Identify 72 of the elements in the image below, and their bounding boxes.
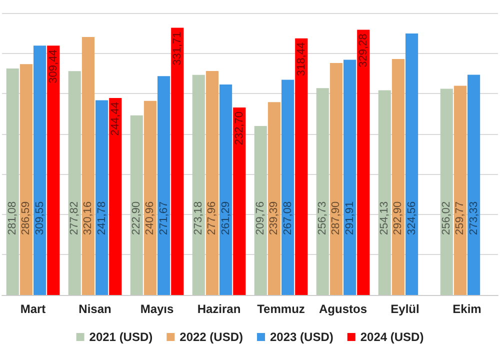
bar [454,86,466,295]
bar [20,64,32,295]
data-label: 309,44 [47,50,60,84]
x-tick-label: Temmuz [257,302,305,316]
bar [392,59,404,295]
bar [130,115,143,295]
bar [468,74,480,295]
bar [220,84,232,295]
data-label: 329,28 [357,34,370,68]
data-label: 277,96 [206,201,218,235]
bar [171,28,184,295]
bar [295,38,308,295]
bar [68,71,81,295]
bar [6,68,19,295]
data-label: 286,59 [20,201,32,235]
data-label: 291,91 [344,201,356,235]
bar [47,46,60,295]
x-tick-label: Agustos [319,302,368,316]
bar [144,100,156,295]
data-label: 273,33 [468,201,480,235]
data-label: 244,44 [109,102,122,136]
bar [109,98,122,295]
data-label: 320,16 [82,201,94,235]
data-label: 209,76 [254,201,267,235]
x-tick-label: Eylül [390,302,420,316]
bar [158,76,170,295]
data-label: 273,18 [192,201,205,235]
bar [330,63,342,295]
data-label: 267,08 [282,201,294,235]
data-label: 222,90 [130,201,143,235]
bar [192,74,205,295]
bar [206,71,218,295]
bar [233,108,246,295]
bar [96,100,108,295]
legend-label: 2024 (USD) [360,330,424,344]
legend-label: 2023 (USD) [270,330,334,344]
x-tick-label: Mayıs [140,302,174,316]
data-label: 271,67 [158,201,170,235]
bar [344,60,356,295]
legend-label: 2022 (USD) [180,330,244,344]
data-label: 254,13 [378,201,391,235]
data-label: 292,90 [392,201,404,235]
data-label: 232,70 [233,112,246,146]
bar [268,102,280,295]
data-label: 241,78 [96,201,108,235]
data-label: 324,56 [406,201,418,235]
data-label: 239,39 [268,201,280,235]
bar [34,46,46,295]
data-label: 277,82 [68,201,81,235]
bar [357,30,370,295]
data-label: 287,90 [330,201,342,235]
x-tick-label: Ekim [452,302,482,316]
x-tick-label: Mart [20,302,46,316]
data-label: 259,77 [454,201,466,235]
bar [82,37,94,295]
data-label: 331,71 [171,32,184,66]
data-label: 240,96 [144,201,156,235]
x-tick-label: Haziran [197,302,241,316]
bar [282,80,294,295]
bar [254,126,267,295]
data-label: 281,08 [6,201,19,235]
data-label: 256,02 [440,201,453,235]
x-tick-label: Nisan [78,302,112,316]
bar [378,90,391,295]
data-label: 261,29 [220,201,232,235]
legend-label: 2021 (USD) [89,330,153,344]
data-label: 256,73 [316,201,329,235]
data-label: 318,44 [295,42,308,76]
bar [440,88,453,295]
bar [316,88,329,295]
data-label: 309,55 [34,201,46,235]
bar [406,33,418,295]
